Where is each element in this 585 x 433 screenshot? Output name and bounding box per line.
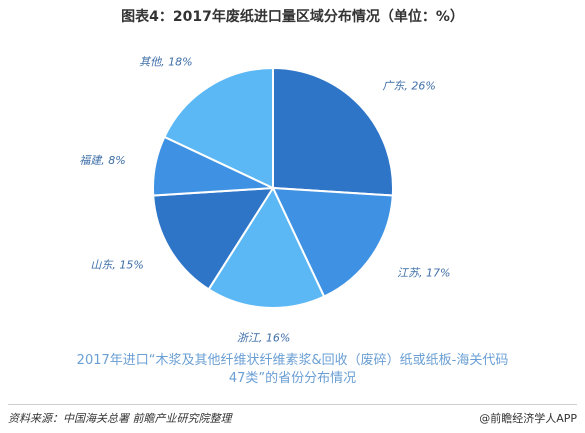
brand-watermark: @前瞻经济学人APP <box>479 412 577 425</box>
caption-line-1: 2017年进口“木浆及其他纤维状纤维素浆&回收（废碎）纸或纸板-海关代码 <box>76 353 509 368</box>
pie-chart: 广东, 26% 江苏, 17% 浙江, 16% 山东, 15% 福建, 8% 其他, 18… <box>79 55 450 344</box>
slice-label-4: 福建, 8% <box>79 154 125 167</box>
slice-label-0: 广东, 26% <box>382 79 435 92</box>
chart-title: 图表4：2017年废纸进口量区域分布情况（单位：%） <box>121 9 464 25</box>
slice-label-2: 浙江, 16% <box>237 332 290 345</box>
slice-label-5: 其他, 18% <box>139 55 192 68</box>
slice-label-3: 山东, 15% <box>90 258 143 271</box>
pie-slice-1 <box>271 186 394 298</box>
pie-slice-3 <box>152 186 275 291</box>
pie-slice-5 <box>163 66 274 190</box>
pie-labels: 广东, 26% 江苏, 17% 浙江, 16% 山东, 15% 福建, 8% 其他, 18… <box>79 55 450 344</box>
pie-slices <box>152 66 394 309</box>
pie-slice-0 <box>272 66 394 197</box>
pie-slice-2 <box>207 185 326 309</box>
chart-caption: 2017年进口“木浆及其他纤维状纤维素浆&回收（废碎）纸或纸板-海关代码 47类… <box>40 352 545 388</box>
caption-line-2: 47类”的省份分布情况 <box>228 371 357 386</box>
source-note: 资料来源：中国海关总署 前瞻产业研究院整理 <box>8 412 232 425</box>
slice-label-1: 江苏, 17% <box>397 266 450 279</box>
footer-divider <box>8 404 577 405</box>
